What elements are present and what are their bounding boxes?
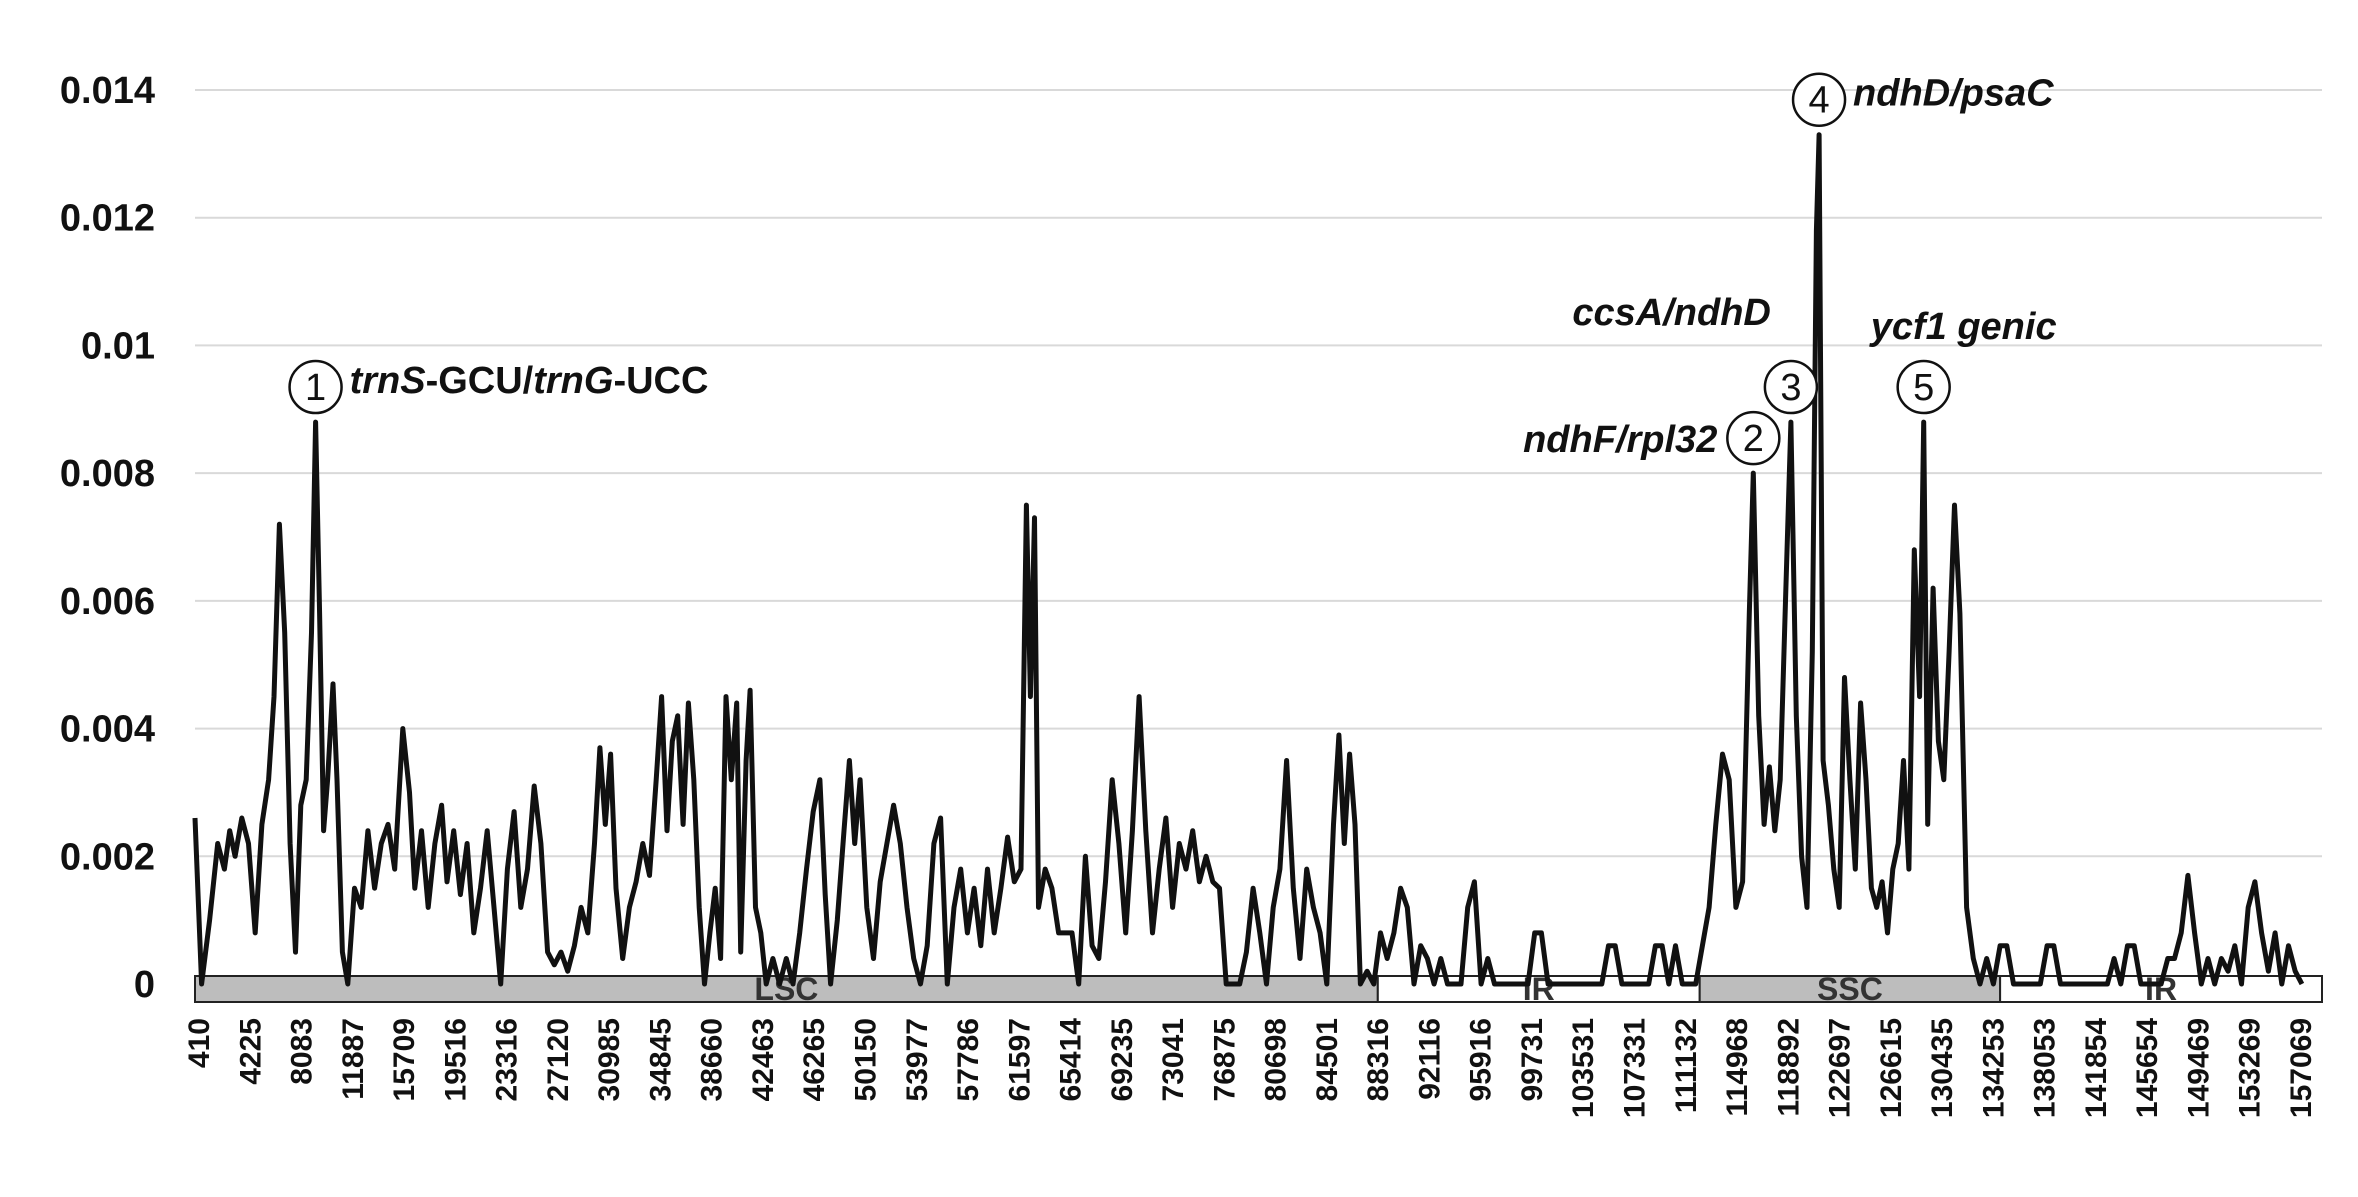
series-line <box>192 132 2305 987</box>
y-tick-label: 0.002 <box>60 836 155 878</box>
x-tick-label: 157069 <box>2285 1018 2318 1118</box>
x-tick-label: 69235 <box>1106 1018 1139 1101</box>
x-tick-label: 30985 <box>593 1018 626 1101</box>
x-axis-ticks: 410 4225 8083 11887 15709 19516 23316 27120 3098… <box>183 1018 2318 1118</box>
annotation-label: ndhD/psaC <box>1853 73 2054 115</box>
annotation-label: ndhF/rpl32 <box>1523 419 1717 461</box>
y-tick-label: 0.008 <box>60 453 155 495</box>
x-tick-label: 57786 <box>952 1018 985 1101</box>
annotation-label: ccsA/ndhD <box>1572 292 1770 334</box>
x-tick-label: 126615 <box>1875 1018 1908 1118</box>
y-tick-label: 0.014 <box>60 70 155 112</box>
x-tick-label: 92116 <box>1413 1018 1446 1100</box>
series-lines <box>192 132 2305 987</box>
annotation-label-part: ndhD/psaC <box>1853 73 2054 115</box>
x-tick-label: 19516 <box>439 1018 472 1101</box>
region-segment <box>194 975 1379 1003</box>
x-tick-label: 95916 <box>1465 1018 1498 1101</box>
x-tick-label: 130435 <box>1926 1018 1959 1118</box>
x-tick-label: 111132 <box>1670 1018 1703 1113</box>
region-segment <box>1698 975 2002 1003</box>
x-tick-label: 138053 <box>2029 1018 2062 1118</box>
x-tick-label: 27120 <box>542 1018 575 1101</box>
x-tick-label: 122697 <box>1824 1018 1857 1118</box>
x-tick-label: 88316 <box>1362 1018 1395 1101</box>
x-tick-label: 11887 <box>337 1018 370 1100</box>
x-tick-label: 99731 <box>1516 1018 1549 1101</box>
annotation-label-part: -GCU/ <box>426 360 534 402</box>
annotation-number: 4 <box>1808 80 1829 122</box>
y-tick-label: 0.004 <box>60 709 155 751</box>
x-tick-label: 65414 <box>1055 1018 1088 1102</box>
x-tick-label: 80698 <box>1260 1018 1293 1101</box>
x-tick-label: 73041 <box>1157 1018 1190 1101</box>
region-label: SSC <box>1817 971 1883 1007</box>
annotation-label-part: ycf1 genic <box>1869 306 2057 348</box>
x-tick-label: 103531 <box>1567 1018 1600 1118</box>
y-axis-ticks: 0 0.002 0.004 0.006 0.008 0.01 0.012 0.014 <box>60 70 155 1006</box>
annotation-number: 5 <box>1913 367 1934 409</box>
annotation-label-part: trnG <box>533 360 613 402</box>
y-tick-label: 0 <box>134 964 155 1006</box>
annotation-number: 1 <box>305 367 326 409</box>
annotation-label: trnS-GCU/trnG-UCC <box>350 360 709 402</box>
region-bar: LSC IR SSC IR <box>194 971 2324 1007</box>
x-tick-label: 141854 <box>2080 1018 2113 1118</box>
x-tick-label: 15709 <box>388 1018 421 1101</box>
x-tick-label: 23316 <box>491 1018 524 1101</box>
x-tick-label: 34845 <box>644 1018 677 1101</box>
x-tick-label: 8083 <box>286 1018 319 1085</box>
x-tick-label: 149469 <box>2183 1018 2216 1118</box>
y-tick-label: 0.012 <box>60 198 155 240</box>
annotation-label-part: trnS <box>350 360 426 402</box>
annotation-label: ycf1 genic <box>1869 306 2057 348</box>
y-tick-label: 0.01 <box>81 325 155 367</box>
x-tick-label: 42463 <box>747 1018 780 1101</box>
x-tick-label: 134253 <box>1977 1018 2010 1118</box>
x-tick-label: 145654 <box>2131 1018 2164 1118</box>
annotation-marker <box>1896 359 1951 415</box>
x-tick-label: 50150 <box>850 1018 883 1101</box>
x-tick-label: 118892 <box>1772 1018 1805 1116</box>
annotation-marker <box>1763 359 1819 415</box>
annotation-label-part: ndhF/rpl32 <box>1523 419 1717 461</box>
x-tick-label: 84501 <box>1311 1018 1344 1101</box>
x-tick-label: 76875 <box>1208 1018 1241 1101</box>
x-tick-label: 410 <box>183 1018 216 1068</box>
x-tick-label: 107331 <box>1619 1018 1652 1118</box>
annotation-label-part: ccsA/ndhD <box>1572 292 1770 334</box>
x-tick-label: 38660 <box>696 1018 729 1101</box>
x-tick-label: 153269 <box>2234 1018 2267 1118</box>
x-tick-label: 61597 <box>1003 1018 1036 1101</box>
annotation-number: 2 <box>1743 418 1764 460</box>
grid-lines <box>195 89 2322 858</box>
annotation-number: 3 <box>1780 367 1801 409</box>
annotation-marker <box>288 359 343 415</box>
annotation-label-part: -UCC <box>613 360 708 402</box>
annotation-marker <box>1791 72 1847 127</box>
x-tick-label: 53977 <box>901 1018 934 1101</box>
x-tick-label: 114968 <box>1721 1018 1754 1116</box>
x-tick-label: 46265 <box>798 1018 831 1101</box>
x-tick-label: 4225 <box>234 1018 267 1085</box>
y-tick-label: 0.006 <box>60 581 155 623</box>
annotation-marker <box>1726 410 1781 466</box>
